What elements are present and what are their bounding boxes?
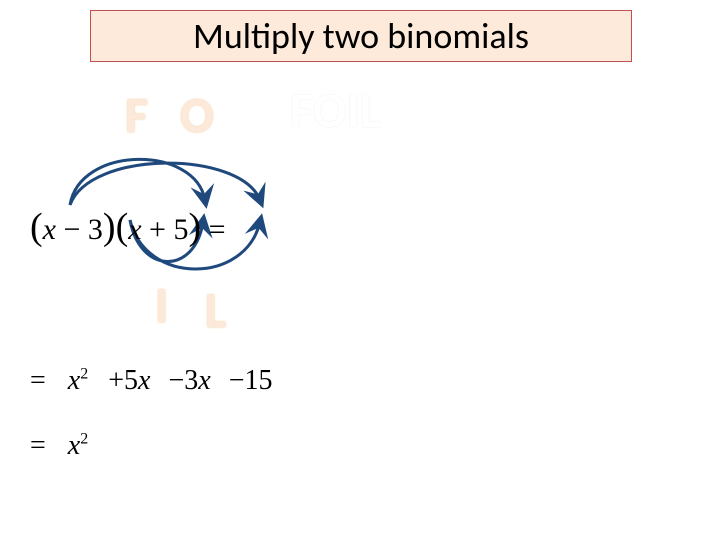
r1-xa: x	[138, 365, 150, 396]
op2: +	[142, 213, 174, 246]
r1-xb: x	[198, 365, 210, 396]
rp2: )	[188, 206, 201, 248]
r1-t2: +5	[108, 365, 138, 396]
rp1: )	[103, 206, 116, 248]
lp2: (	[116, 206, 129, 248]
term-b: 5	[173, 213, 188, 246]
result-line-1: = x2 +5x −3x −15	[30, 365, 273, 397]
r1-sup: 2	[80, 366, 88, 383]
title-box: Multiply two binomials	[90, 10, 632, 62]
r2-eq: =	[30, 430, 53, 461]
foil-word: FOIL	[290, 80, 381, 141]
r1-eq: =	[30, 365, 53, 396]
op1: −	[56, 213, 88, 246]
binomial-expression: (x − 3)(x + 5) =	[30, 205, 226, 249]
r1-x2: x	[68, 365, 80, 396]
title-text: Multiply two binomials	[193, 14, 529, 58]
result-line-2: = x2	[30, 430, 88, 462]
r2-sup: 2	[80, 431, 88, 448]
eq-sign: =	[201, 213, 225, 246]
lp1: (	[30, 206, 43, 248]
x1: x	[43, 213, 56, 246]
r1-t4: −15	[229, 365, 273, 396]
x2: x	[128, 213, 141, 246]
term-a: 3	[88, 213, 103, 246]
r2-x2: x	[68, 430, 80, 461]
r1-t3: −3	[168, 365, 198, 396]
